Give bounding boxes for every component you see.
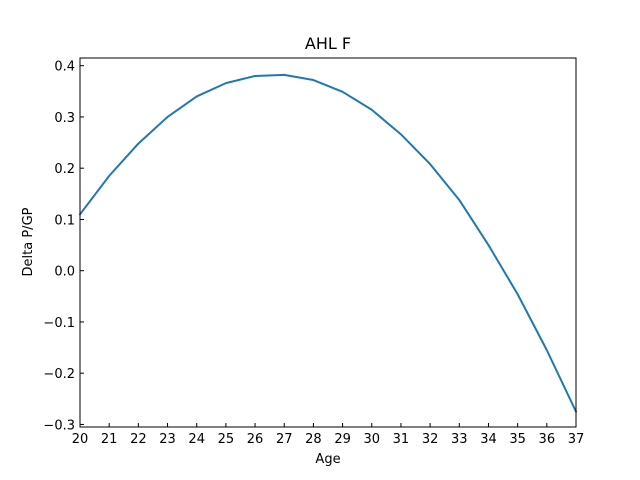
x-axis: 20 21 22 23 24 25 26 27 28 29 30 31 32 33 34 35 36 37: [72, 423, 585, 447]
x-tick-label: 26: [247, 432, 264, 447]
x-tick-label: 20: [72, 432, 89, 447]
y-axis: −0.3 −0.2 −0.1 0.0 0.1 0.2 0.3 0.4: [43, 60, 84, 433]
x-tick-label: 33: [451, 432, 468, 447]
x-tick-label: 24: [188, 432, 205, 447]
y-tick-label: 0.1: [54, 213, 75, 228]
plot-frame: [79, 57, 577, 428]
x-tick-label: 28: [305, 432, 322, 447]
y-tick-label: −0.2: [43, 367, 75, 382]
x-tick-label: 29: [334, 432, 351, 447]
x-tick-label: 36: [539, 432, 556, 447]
x-tick-label: 30: [363, 432, 380, 447]
x-tick-label: 23: [159, 432, 176, 447]
plot-series: [79, 73, 577, 413]
y-tick-label: 0.0: [54, 265, 75, 280]
x-tick-label: 31: [393, 432, 410, 447]
x-tick-label: 37: [568, 432, 585, 447]
x-tick-label: 32: [422, 432, 439, 447]
y-tick-label: −0.1: [43, 316, 75, 331]
y-tick-label: 0.3: [54, 111, 75, 126]
x-axis-label: Age: [315, 452, 340, 467]
series-line-0: [79, 73, 577, 413]
chart-title: AHL F: [305, 34, 351, 53]
x-tick-label: 21: [101, 432, 118, 447]
y-axis-label: Delta P/GP: [21, 207, 36, 276]
x-tick-label: 35: [509, 432, 526, 447]
x-tick-label: 22: [130, 432, 147, 447]
y-tick-label: −0.3: [43, 418, 75, 433]
x-tick-label: 27: [276, 432, 293, 447]
y-tick-label: 0.2: [54, 162, 75, 177]
x-tick-label: 34: [480, 432, 497, 447]
x-tick-label: 25: [218, 432, 235, 447]
y-tick-label: 0.4: [54, 60, 75, 75]
